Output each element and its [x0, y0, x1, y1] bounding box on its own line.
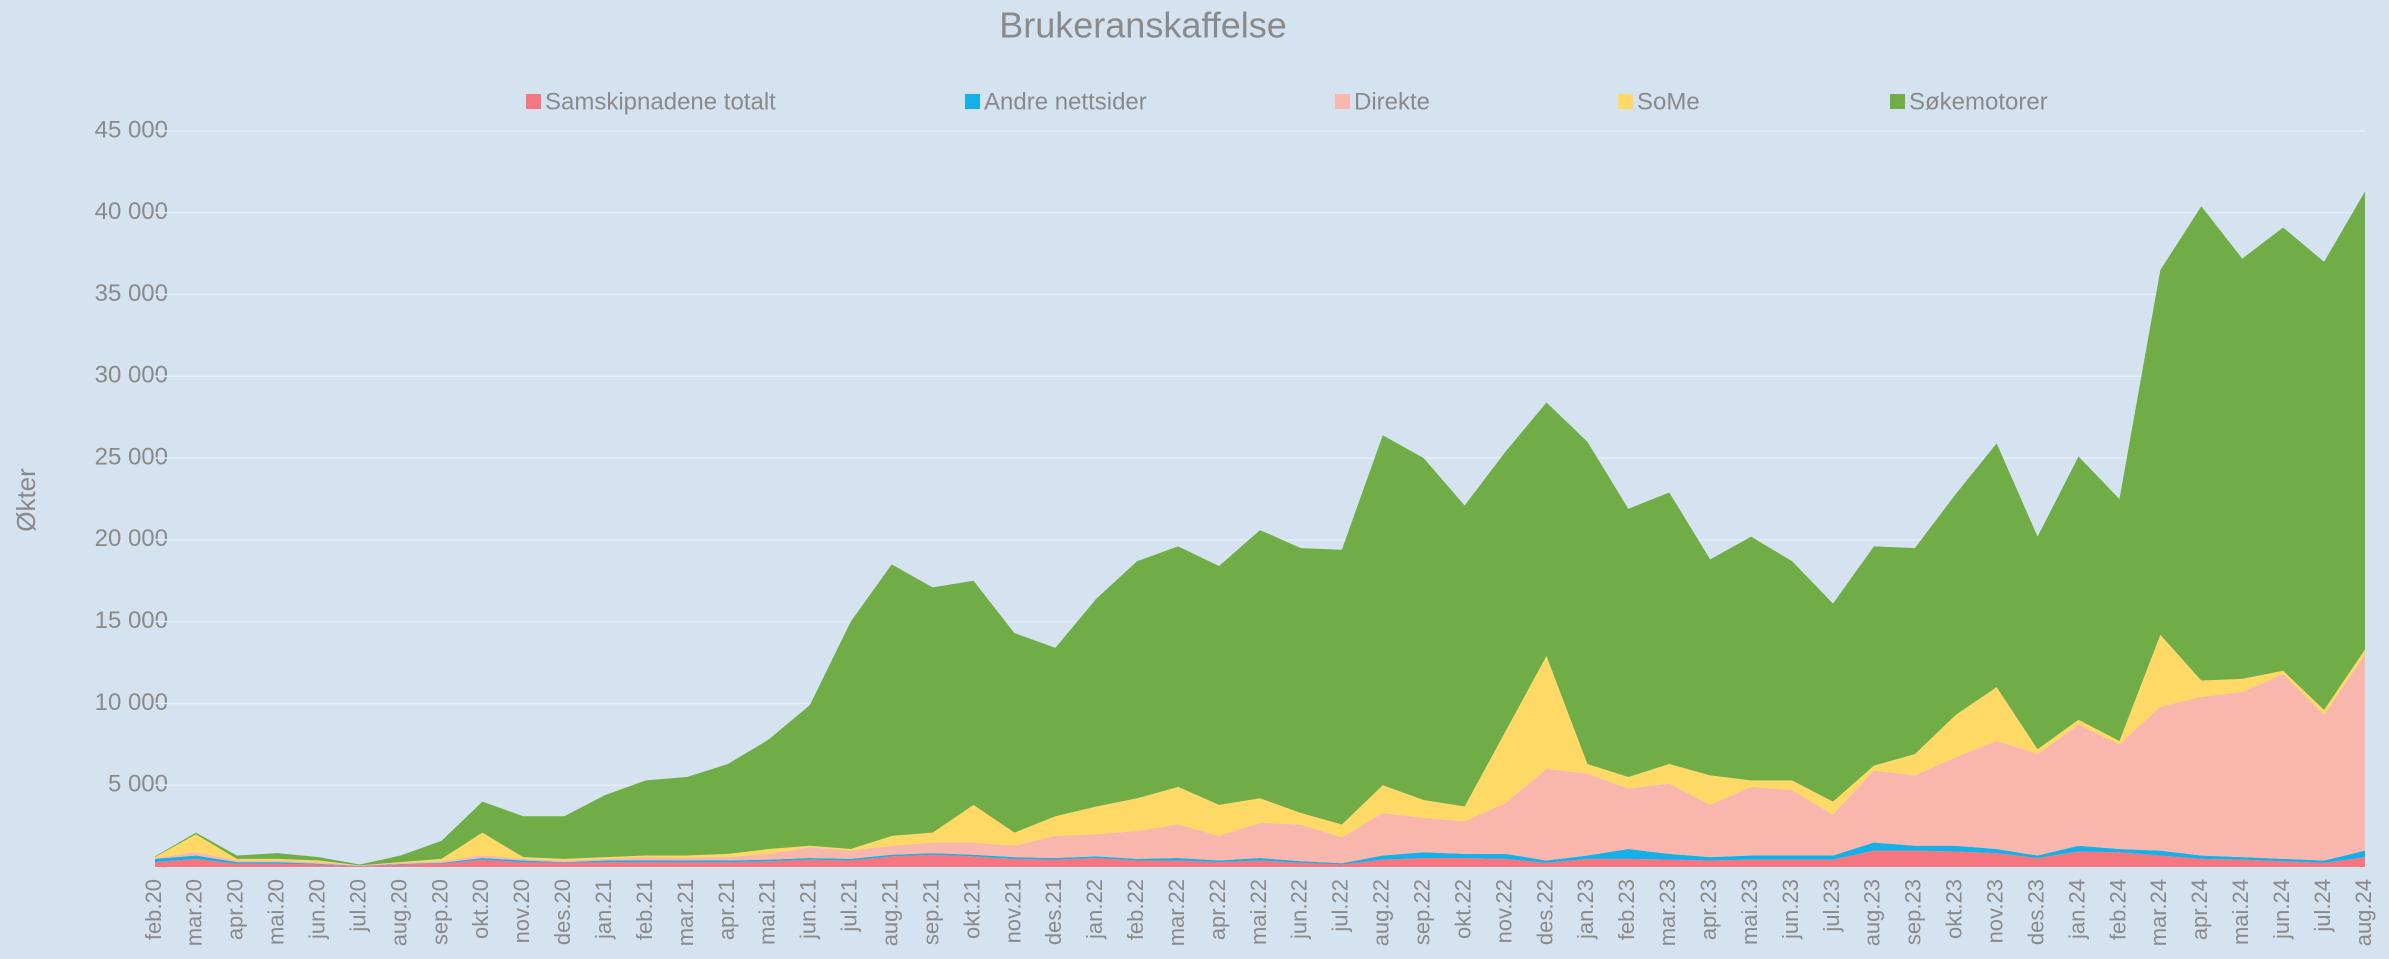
legend-label: Søkemotorer [1909, 88, 2048, 115]
x-tick-label: jul.21 [837, 879, 862, 933]
x-tick-label: mar.20 [182, 879, 207, 946]
x-tick-label: feb.21 [632, 879, 657, 940]
x-tick-label: jan.22 [1082, 879, 1107, 940]
area [155, 850, 2365, 867]
x-tick-label: des.22 [1532, 879, 1557, 945]
x-tick-label: feb.24 [2105, 879, 2130, 940]
x-tick-label: jul.24 [2310, 879, 2335, 933]
legend-swatch [526, 94, 541, 109]
legend-swatch [1890, 94, 1905, 109]
y-tick-label: 30 000 [95, 362, 168, 389]
x-tick-label: jun.20 [305, 879, 330, 940]
x-tick-label: jun.22 [1287, 879, 1312, 940]
x-tick-label: jun.21 [796, 879, 821, 940]
y-tick-label: 20 000 [95, 525, 168, 552]
y-tick-label: 40 000 [95, 198, 168, 225]
area [155, 634, 2365, 866]
x-tick-label: sep.21 [918, 879, 943, 945]
x-tick-label: mai.22 [1246, 879, 1271, 945]
x-tick-label: apr.21 [714, 879, 739, 940]
y-tick-label: 5 000 [108, 771, 168, 798]
y-tick-label: 25 000 [95, 443, 168, 470]
x-tick-label: jan.24 [2064, 879, 2089, 940]
legend-label: Samskipnadene totalt [545, 88, 776, 115]
x-tick-label: sep.23 [1901, 879, 1926, 945]
legend-swatch [1618, 94, 1633, 109]
y-tick-label: 15 000 [95, 607, 168, 634]
x-tick-label: jul.20 [345, 879, 370, 933]
y-tick-label: 10 000 [95, 689, 168, 716]
legend-swatch [1335, 94, 1350, 109]
x-tick-label: okt.23 [1942, 879, 1967, 939]
x-tick-label: des.23 [2023, 879, 2048, 945]
x-tick-label: des.20 [550, 879, 575, 945]
x-tick-label: sep.22 [1410, 879, 1435, 945]
x-tick-label: jun.23 [1778, 879, 1803, 940]
x-tick-label: mar.23 [1655, 879, 1680, 946]
x-tick-label: mar.24 [2146, 879, 2171, 946]
x-tick-label: aug.21 [877, 879, 902, 946]
x-tick-label: jun.24 [2269, 879, 2294, 940]
x-tick-label: jul.23 [1819, 879, 1844, 933]
x-tick-label: feb.20 [141, 879, 166, 940]
area [155, 191, 2365, 866]
x-tick-label: des.21 [1041, 879, 1066, 945]
x-tick-label: jan.23 [1573, 879, 1598, 940]
x-tick-label: feb.23 [1614, 879, 1639, 940]
y-tick-label: 35 000 [95, 280, 168, 307]
legend-label: Direkte [1354, 88, 1430, 115]
x-tick-label: okt.20 [468, 879, 493, 939]
chart-title: Brukeranskaffelse [999, 5, 1287, 46]
x-tick-label: mar.22 [1164, 879, 1189, 946]
y-tick-label: 45 000 [95, 116, 168, 143]
x-tick-label: mai.21 [755, 879, 780, 945]
x-tick-label: okt.21 [959, 879, 984, 939]
x-tick-label: apr.24 [2187, 879, 2212, 940]
x-tick-label: aug.20 [386, 879, 411, 946]
x-tick-label: feb.22 [1123, 879, 1148, 940]
area [155, 654, 2365, 866]
x-tick-label: aug.22 [1369, 879, 1394, 946]
x-tick-label: jul.22 [1328, 879, 1353, 933]
x-tick-label: jan.21 [591, 879, 616, 940]
x-tick-label: nov.20 [509, 879, 534, 943]
x-tick-label: apr.22 [1205, 879, 1230, 940]
x-tick-label: nov.22 [1491, 879, 1516, 943]
x-tick-label: aug.23 [1860, 879, 1885, 946]
x-tick-label: nov.23 [1982, 879, 2007, 943]
x-tick-label: apr.20 [223, 879, 248, 940]
legend-label: SoMe [1637, 88, 1700, 115]
x-tick-label: mai.20 [264, 879, 289, 945]
x-tick-label: sep.20 [427, 879, 452, 945]
x-tick-label: mar.21 [673, 879, 698, 946]
x-tick-label: okt.22 [1450, 879, 1475, 939]
x-tick-label: mai.23 [1737, 879, 1762, 945]
x-tick-label: aug.24 [2351, 879, 2376, 946]
y-axis-title: Økter [11, 468, 41, 532]
x-tick-label: mai.24 [2228, 879, 2253, 945]
x-tick-label: apr.23 [1696, 879, 1721, 940]
legend-label: Andre nettsider [984, 88, 1147, 115]
x-tick-label: nov.21 [1000, 879, 1025, 943]
legend-swatch [965, 94, 980, 109]
